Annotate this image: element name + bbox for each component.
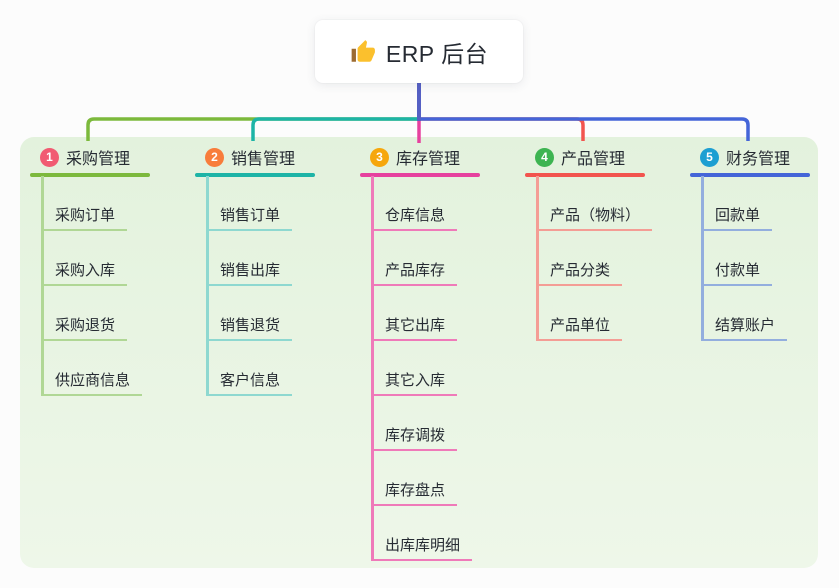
branch-underline [360, 173, 480, 177]
branch-number-badge: 4 [535, 147, 554, 167]
branch-node[interactable]: 3 库存管理 [370, 146, 530, 168]
branch-title: 财务管理 [726, 151, 791, 168]
branch-node[interactable]: 5 财务管理 [700, 146, 839, 168]
branch-column-3: 3 库存管理 仓库信息产品库存其它出库其它入库库存调拨库存盘点出库库明细 [360, 146, 530, 561]
thumbs-up-icon [350, 39, 376, 65]
sub-node[interactable]: 出库库明细 [371, 529, 473, 561]
sub-node[interactable]: 采购订单 [41, 199, 128, 231]
branch-column-5: 5 财务管理 回款单付款单结算账户 [690, 146, 839, 341]
sub-node-label: 销售订单 [220, 206, 281, 224]
sub-node-label: 供应商信息 [55, 371, 131, 389]
branches-panel [20, 137, 818, 568]
branch-node[interactable]: 2 销售管理 [205, 146, 365, 168]
sub-node[interactable]: 销售退货 [206, 309, 293, 341]
branch-number-badge: 3 [370, 147, 389, 167]
branch-column-1: 1 采购管理 采购订单采购入库采购退货供应商信息 [30, 146, 200, 396]
branch-number-badge: 1 [40, 147, 59, 167]
sub-node-label: 采购退货 [55, 316, 116, 334]
sub-node-label: 仓库信息 [385, 206, 446, 224]
sub-node-label: 产品单位 [550, 316, 611, 334]
branch-title: 采购管理 [66, 151, 131, 168]
sub-node-label: 其它出库 [385, 316, 446, 334]
sub-node-label: 产品（物料） [550, 206, 641, 224]
branch-underline [525, 173, 645, 177]
sub-node-label: 产品分类 [550, 261, 611, 279]
sub-node[interactable]: 库存盘点 [371, 474, 458, 506]
branch-column-2: 2 销售管理 销售订单销售出库销售退货客户信息 [195, 146, 365, 396]
sub-node[interactable]: 仓库信息 [371, 199, 458, 231]
branch-trunk-line [536, 176, 539, 341]
sub-node[interactable]: 结算账户 [701, 309, 788, 341]
sub-node[interactable]: 产品库存 [371, 254, 458, 286]
root-node[interactable]: ERP 后台 [315, 20, 523, 83]
branch-column-4: 4 产品管理 产品（物料） 产品分类产品单位 [525, 146, 695, 341]
sub-node[interactable]: 采购退货 [41, 309, 128, 341]
branch-title: 产品管理 [561, 151, 626, 168]
branch-underline [195, 173, 315, 177]
sub-node-label: 库存调拨 [385, 426, 446, 444]
sub-node-label: 客户信息 [220, 371, 281, 389]
branch-number-badge: 2 [205, 147, 224, 167]
branch-trunk-line [41, 176, 44, 396]
branch-trunk-line [371, 176, 374, 561]
sub-node-label: 产品库存 [385, 261, 446, 279]
branch-underline [690, 173, 810, 177]
branch-trunk-line [206, 176, 209, 396]
sub-node[interactable]: 客户信息 [206, 364, 293, 396]
sub-node-label: 采购入库 [55, 261, 116, 279]
sub-node[interactable]: 产品单位 [536, 309, 623, 341]
sub-node-label: 回款单 [715, 206, 761, 224]
branch-node[interactable]: 1 采购管理 [40, 146, 200, 168]
sub-node[interactable]: 其它出库 [371, 309, 458, 341]
branch-node[interactable]: 4 产品管理 [535, 146, 695, 168]
sub-node[interactable]: 销售出库 [206, 254, 293, 286]
sub-node[interactable]: 销售订单 [206, 199, 293, 231]
root-title: ERP 后台 [385, 40, 489, 67]
sub-node-label: 付款单 [715, 261, 761, 279]
sub-node[interactable]: 采购入库 [41, 254, 128, 286]
branch-number-badge: 5 [700, 147, 719, 167]
sub-node[interactable]: 回款单 [701, 199, 773, 231]
sub-node[interactable]: 其它入库 [371, 364, 458, 396]
branch-trunk-line [701, 176, 704, 341]
branch-title: 销售管理 [231, 151, 296, 168]
sub-node[interactable]: 产品（物料） [536, 199, 653, 231]
sub-node-label: 销售出库 [220, 261, 281, 279]
sub-node-label: 结算账户 [715, 316, 776, 334]
sub-node-label: 出库库明细 [385, 536, 461, 554]
sub-node[interactable]: 库存调拨 [371, 419, 458, 451]
branch-title: 库存管理 [396, 151, 461, 168]
sub-node-label: 采购订单 [55, 206, 116, 224]
branch-underline [30, 173, 150, 177]
sub-node[interactable]: 付款单 [701, 254, 773, 286]
sub-node-label: 其它入库 [385, 371, 446, 389]
sub-node[interactable]: 供应商信息 [41, 364, 143, 396]
sub-node-label: 销售退货 [220, 316, 281, 334]
sub-node[interactable]: 产品分类 [536, 254, 623, 286]
sub-node-label: 库存盘点 [385, 481, 446, 499]
